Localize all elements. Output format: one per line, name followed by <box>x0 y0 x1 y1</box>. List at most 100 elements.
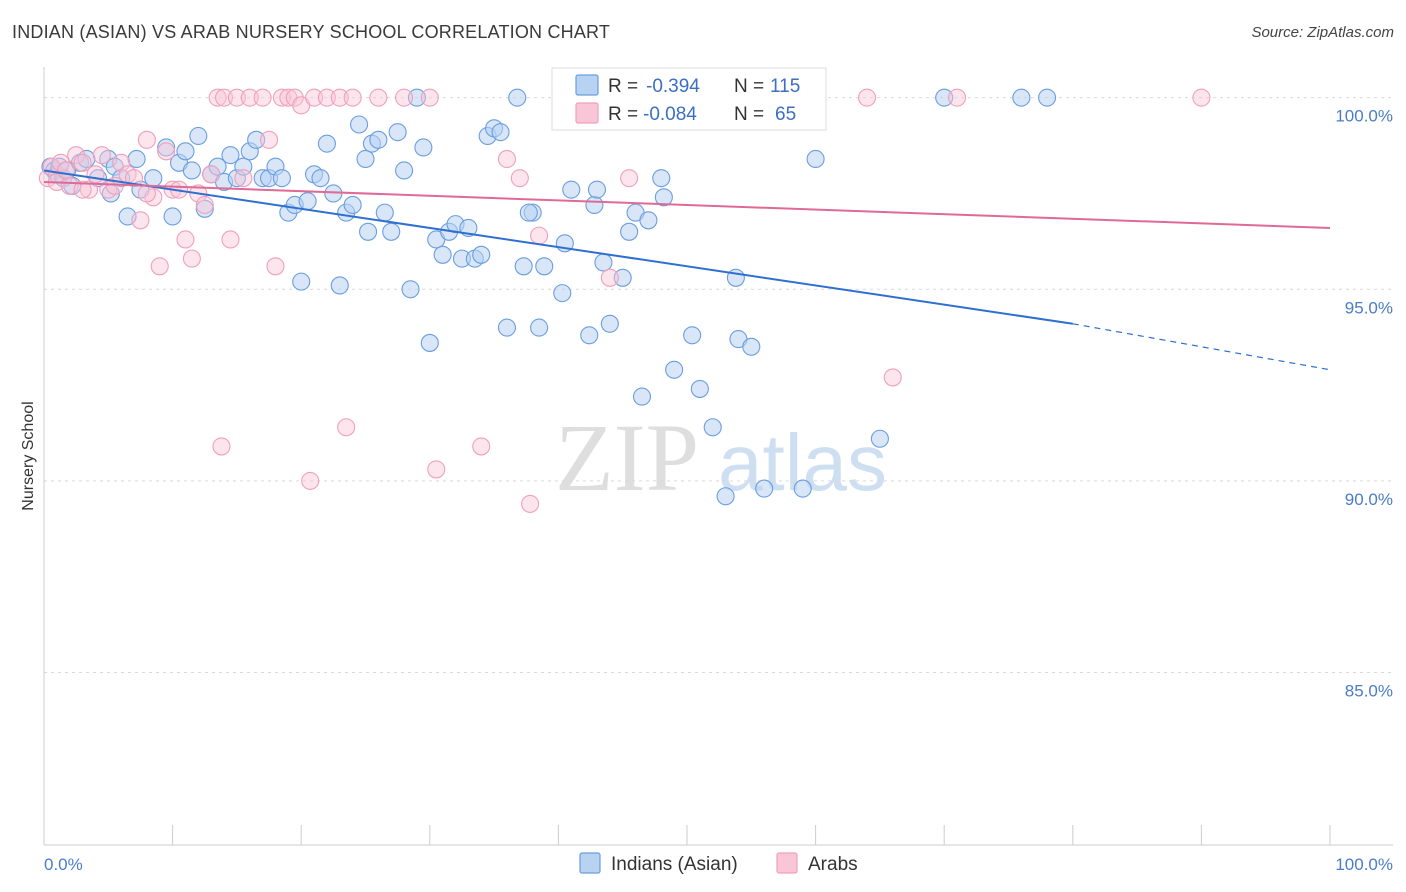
indians-point <box>176 142 195 161</box>
arabs-point <box>395 88 414 107</box>
legend-swatch-arabs <box>575 102 599 124</box>
trend-lines <box>43 169 1331 371</box>
indians-point <box>703 418 722 437</box>
arabs-point <box>285 88 304 107</box>
arabs-point <box>86 165 105 184</box>
arabs-point <box>1192 88 1211 107</box>
indians-point <box>806 149 825 169</box>
arabs-point <box>883 368 902 387</box>
legend-r-value: -0.394 <box>646 76 700 97</box>
indians-point <box>375 203 394 222</box>
y-axis-title: Nursery School <box>20 401 37 510</box>
arabs-point <box>73 180 92 199</box>
indians-point <box>317 134 336 153</box>
legend-r-label: R = <box>608 104 638 125</box>
chart-title: INDIAN (ASIAN) VS ARAB NURSERY SCHOOL CO… <box>12 22 611 42</box>
indians-point <box>585 195 604 215</box>
arabs-point <box>137 130 156 149</box>
arabs-point <box>330 88 349 107</box>
bottom-legend: Indians (Asian) Arabs <box>579 852 858 875</box>
indians-point <box>514 257 533 276</box>
legend-r-value: -0.084 <box>643 104 697 125</box>
indians-point <box>491 123 510 142</box>
indians-point <box>1038 88 1057 107</box>
indians-point <box>935 88 954 107</box>
y-tick-label: 95.0% <box>1345 298 1393 317</box>
arabs-point <box>79 180 99 199</box>
arabs-trend-line <box>43 180 1331 229</box>
indians-point <box>433 245 452 264</box>
indians-trend-line <box>43 169 1073 325</box>
indians-point <box>208 157 227 176</box>
indians-point <box>632 387 652 406</box>
arabs-point <box>112 153 131 172</box>
indians-point <box>272 169 291 188</box>
indians-point <box>298 192 317 211</box>
indians-point <box>553 284 572 303</box>
indians-point <box>189 126 208 146</box>
arabs-point <box>266 257 285 276</box>
arabs-point <box>369 88 388 107</box>
indians-point <box>350 115 369 134</box>
indians-point <box>530 318 549 337</box>
arabs-point <box>253 88 272 107</box>
indians-point <box>613 268 632 287</box>
arabs-point <box>240 88 259 107</box>
bottom-legend-label-indians: Indians (Asian) <box>611 854 738 875</box>
arabs-point <box>259 130 279 149</box>
arabs-point <box>208 88 227 107</box>
arabs-point <box>150 257 169 276</box>
legend-n-label: N = <box>734 104 764 125</box>
arabs-point <box>472 437 491 456</box>
arabs-point <box>195 195 214 215</box>
arabs-point <box>521 494 540 513</box>
indians-point <box>195 199 214 218</box>
y-tick-label: 85.0% <box>1345 682 1393 701</box>
indians-point <box>562 180 581 199</box>
x-tick-label-right: 100.0% <box>1335 855 1393 874</box>
indians-point <box>620 222 639 241</box>
legend-box: R = -0.394 N = 115 R = -0.084 N = 65 <box>551 67 827 131</box>
legend-swatch-indians <box>575 74 599 96</box>
indians-point <box>683 326 702 345</box>
indians-point <box>221 146 240 165</box>
indians-trend-extension <box>1072 323 1331 371</box>
indians-point <box>407 88 426 107</box>
indians-point <box>182 161 201 180</box>
legend-n-value: 115 <box>770 76 800 97</box>
indians-point <box>652 169 671 188</box>
indians-point <box>716 487 735 506</box>
arabs-point <box>497 149 517 169</box>
arabs-point <box>272 88 291 107</box>
arabs-point <box>305 88 324 107</box>
arabs-point <box>620 169 639 188</box>
arabs-point <box>182 249 201 268</box>
indians-point <box>755 479 774 498</box>
indians-point <box>600 314 619 333</box>
indians-point <box>654 188 673 207</box>
arabs-point <box>427 460 446 479</box>
arabs-point <box>92 146 111 165</box>
arabs-point <box>131 211 150 230</box>
indians-point <box>369 130 388 149</box>
indians-point <box>665 360 684 379</box>
indians-point <box>163 207 182 226</box>
arabs-point <box>67 146 86 165</box>
indians-point <box>508 88 527 107</box>
indians-point <box>519 203 538 222</box>
y-tick-label: 90.0% <box>1345 490 1393 509</box>
indians-point <box>395 161 414 180</box>
arabs-point <box>343 88 362 107</box>
indians-point <box>144 169 163 188</box>
indians-point <box>587 180 607 199</box>
arabs-point <box>337 418 356 437</box>
y-tick-labels: 85.0% 90.0% 95.0% 100.0% <box>1335 107 1393 701</box>
indians-point <box>1012 88 1031 107</box>
arabs-point <box>221 230 240 249</box>
indians-point <box>497 318 517 337</box>
arabs-point <box>176 230 195 249</box>
indians-point <box>330 276 349 295</box>
indians-point <box>535 257 554 276</box>
indians-point <box>793 479 812 498</box>
